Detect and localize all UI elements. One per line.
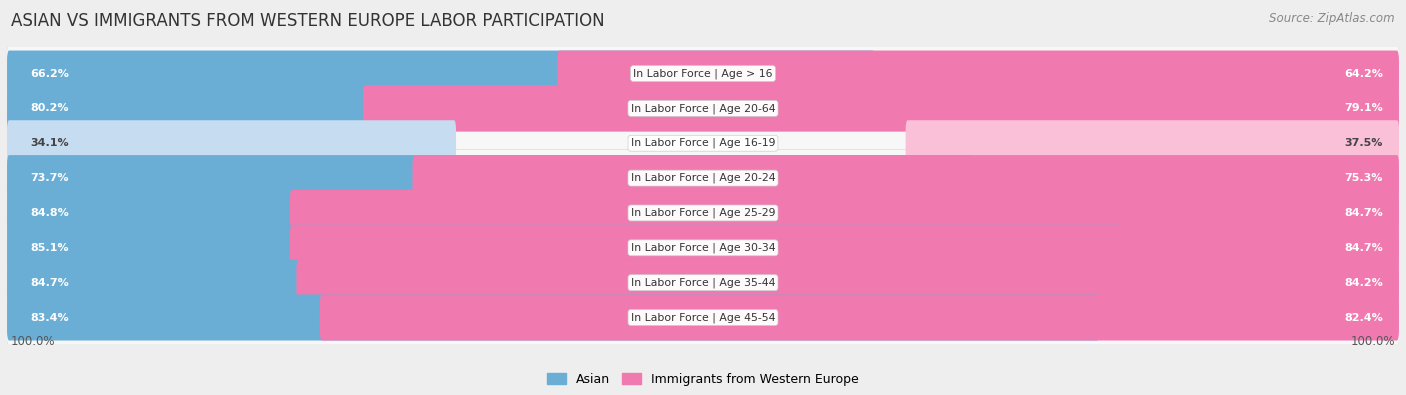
FancyBboxPatch shape: [905, 120, 1399, 166]
Text: 82.4%: 82.4%: [1344, 312, 1384, 322]
Legend: Asian, Immigrants from Western Europe: Asian, Immigrants from Western Europe: [543, 368, 863, 391]
FancyBboxPatch shape: [7, 155, 973, 201]
FancyBboxPatch shape: [297, 260, 1399, 306]
Text: 100.0%: 100.0%: [1351, 335, 1396, 348]
FancyBboxPatch shape: [7, 219, 1399, 276]
Text: 84.7%: 84.7%: [1344, 243, 1384, 253]
Text: ASIAN VS IMMIGRANTS FROM WESTERN EUROPE LABOR PARTICIPATION: ASIAN VS IMMIGRANTS FROM WESTERN EUROPE …: [11, 12, 605, 30]
Text: 100.0%: 100.0%: [10, 335, 55, 348]
Text: In Labor Force | Age 20-24: In Labor Force | Age 20-24: [631, 173, 775, 183]
Text: 84.8%: 84.8%: [30, 208, 69, 218]
FancyBboxPatch shape: [7, 254, 1399, 311]
Text: 64.2%: 64.2%: [1344, 69, 1384, 79]
Text: 34.1%: 34.1%: [30, 138, 69, 148]
FancyBboxPatch shape: [7, 184, 1399, 241]
Text: 37.5%: 37.5%: [1344, 138, 1384, 148]
FancyBboxPatch shape: [7, 85, 1057, 132]
Text: In Labor Force | Age 30-34: In Labor Force | Age 30-34: [631, 243, 775, 253]
FancyBboxPatch shape: [321, 295, 1399, 340]
FancyBboxPatch shape: [7, 115, 1399, 172]
Text: 73.7%: 73.7%: [30, 173, 69, 183]
FancyBboxPatch shape: [290, 225, 1399, 271]
Text: 79.1%: 79.1%: [1344, 103, 1384, 113]
Text: 85.1%: 85.1%: [30, 243, 69, 253]
Text: In Labor Force | Age > 16: In Labor Force | Age > 16: [633, 68, 773, 79]
FancyBboxPatch shape: [7, 45, 1399, 102]
Text: In Labor Force | Age 20-64: In Labor Force | Age 20-64: [631, 103, 775, 114]
Text: 84.2%: 84.2%: [1344, 278, 1384, 288]
FancyBboxPatch shape: [290, 190, 1399, 236]
Text: In Labor Force | Age 25-29: In Labor Force | Age 25-29: [631, 208, 775, 218]
Text: 80.2%: 80.2%: [30, 103, 69, 113]
FancyBboxPatch shape: [363, 85, 1399, 132]
FancyBboxPatch shape: [7, 51, 875, 96]
FancyBboxPatch shape: [7, 260, 1116, 306]
Text: 66.2%: 66.2%: [30, 69, 69, 79]
FancyBboxPatch shape: [7, 295, 1099, 340]
FancyBboxPatch shape: [7, 190, 1118, 236]
FancyBboxPatch shape: [7, 120, 456, 166]
Text: 84.7%: 84.7%: [30, 278, 69, 288]
Text: 75.3%: 75.3%: [1344, 173, 1384, 183]
FancyBboxPatch shape: [7, 289, 1399, 346]
Text: 84.7%: 84.7%: [1344, 208, 1384, 218]
FancyBboxPatch shape: [7, 150, 1399, 207]
Text: In Labor Force | Age 16-19: In Labor Force | Age 16-19: [631, 138, 775, 149]
Text: Source: ZipAtlas.com: Source: ZipAtlas.com: [1270, 12, 1395, 25]
FancyBboxPatch shape: [7, 225, 1122, 271]
Text: In Labor Force | Age 35-44: In Labor Force | Age 35-44: [631, 277, 775, 288]
FancyBboxPatch shape: [557, 51, 1399, 96]
FancyBboxPatch shape: [7, 80, 1399, 137]
Text: 83.4%: 83.4%: [30, 312, 69, 322]
Text: In Labor Force | Age 45-54: In Labor Force | Age 45-54: [631, 312, 775, 323]
FancyBboxPatch shape: [412, 155, 1399, 201]
